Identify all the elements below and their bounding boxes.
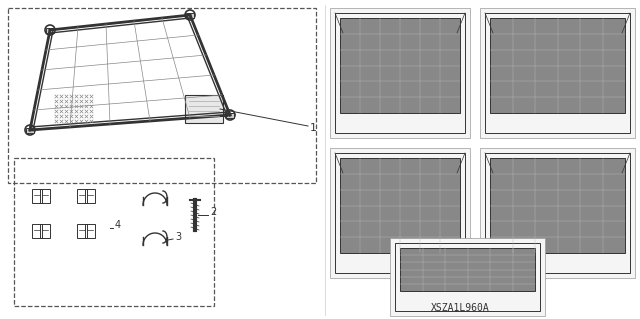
Bar [226, 113, 234, 117]
Polygon shape [330, 8, 470, 138]
Bar [40, 189, 50, 203]
Bar [186, 12, 194, 18]
Bar [85, 224, 95, 238]
Bar [46, 27, 54, 33]
Polygon shape [390, 238, 545, 316]
Text: XSZA1L960A: XSZA1L960A [431, 303, 490, 313]
Polygon shape [330, 148, 470, 278]
Polygon shape [480, 148, 635, 278]
Bar [77, 189, 87, 203]
Bar [26, 128, 34, 132]
Text: 1: 1 [310, 123, 317, 133]
Polygon shape [490, 18, 625, 113]
Polygon shape [400, 248, 535, 291]
Polygon shape [185, 95, 223, 123]
Polygon shape [340, 158, 460, 253]
Polygon shape [490, 158, 625, 253]
Polygon shape [480, 8, 635, 138]
Text: 2: 2 [210, 207, 216, 217]
Text: 3: 3 [175, 232, 181, 242]
Bar [40, 224, 50, 238]
Polygon shape [340, 18, 460, 113]
Bar [32, 189, 42, 203]
Bar [77, 224, 87, 238]
Text: 4: 4 [115, 220, 121, 230]
Bar [32, 224, 42, 238]
Bar [85, 189, 95, 203]
